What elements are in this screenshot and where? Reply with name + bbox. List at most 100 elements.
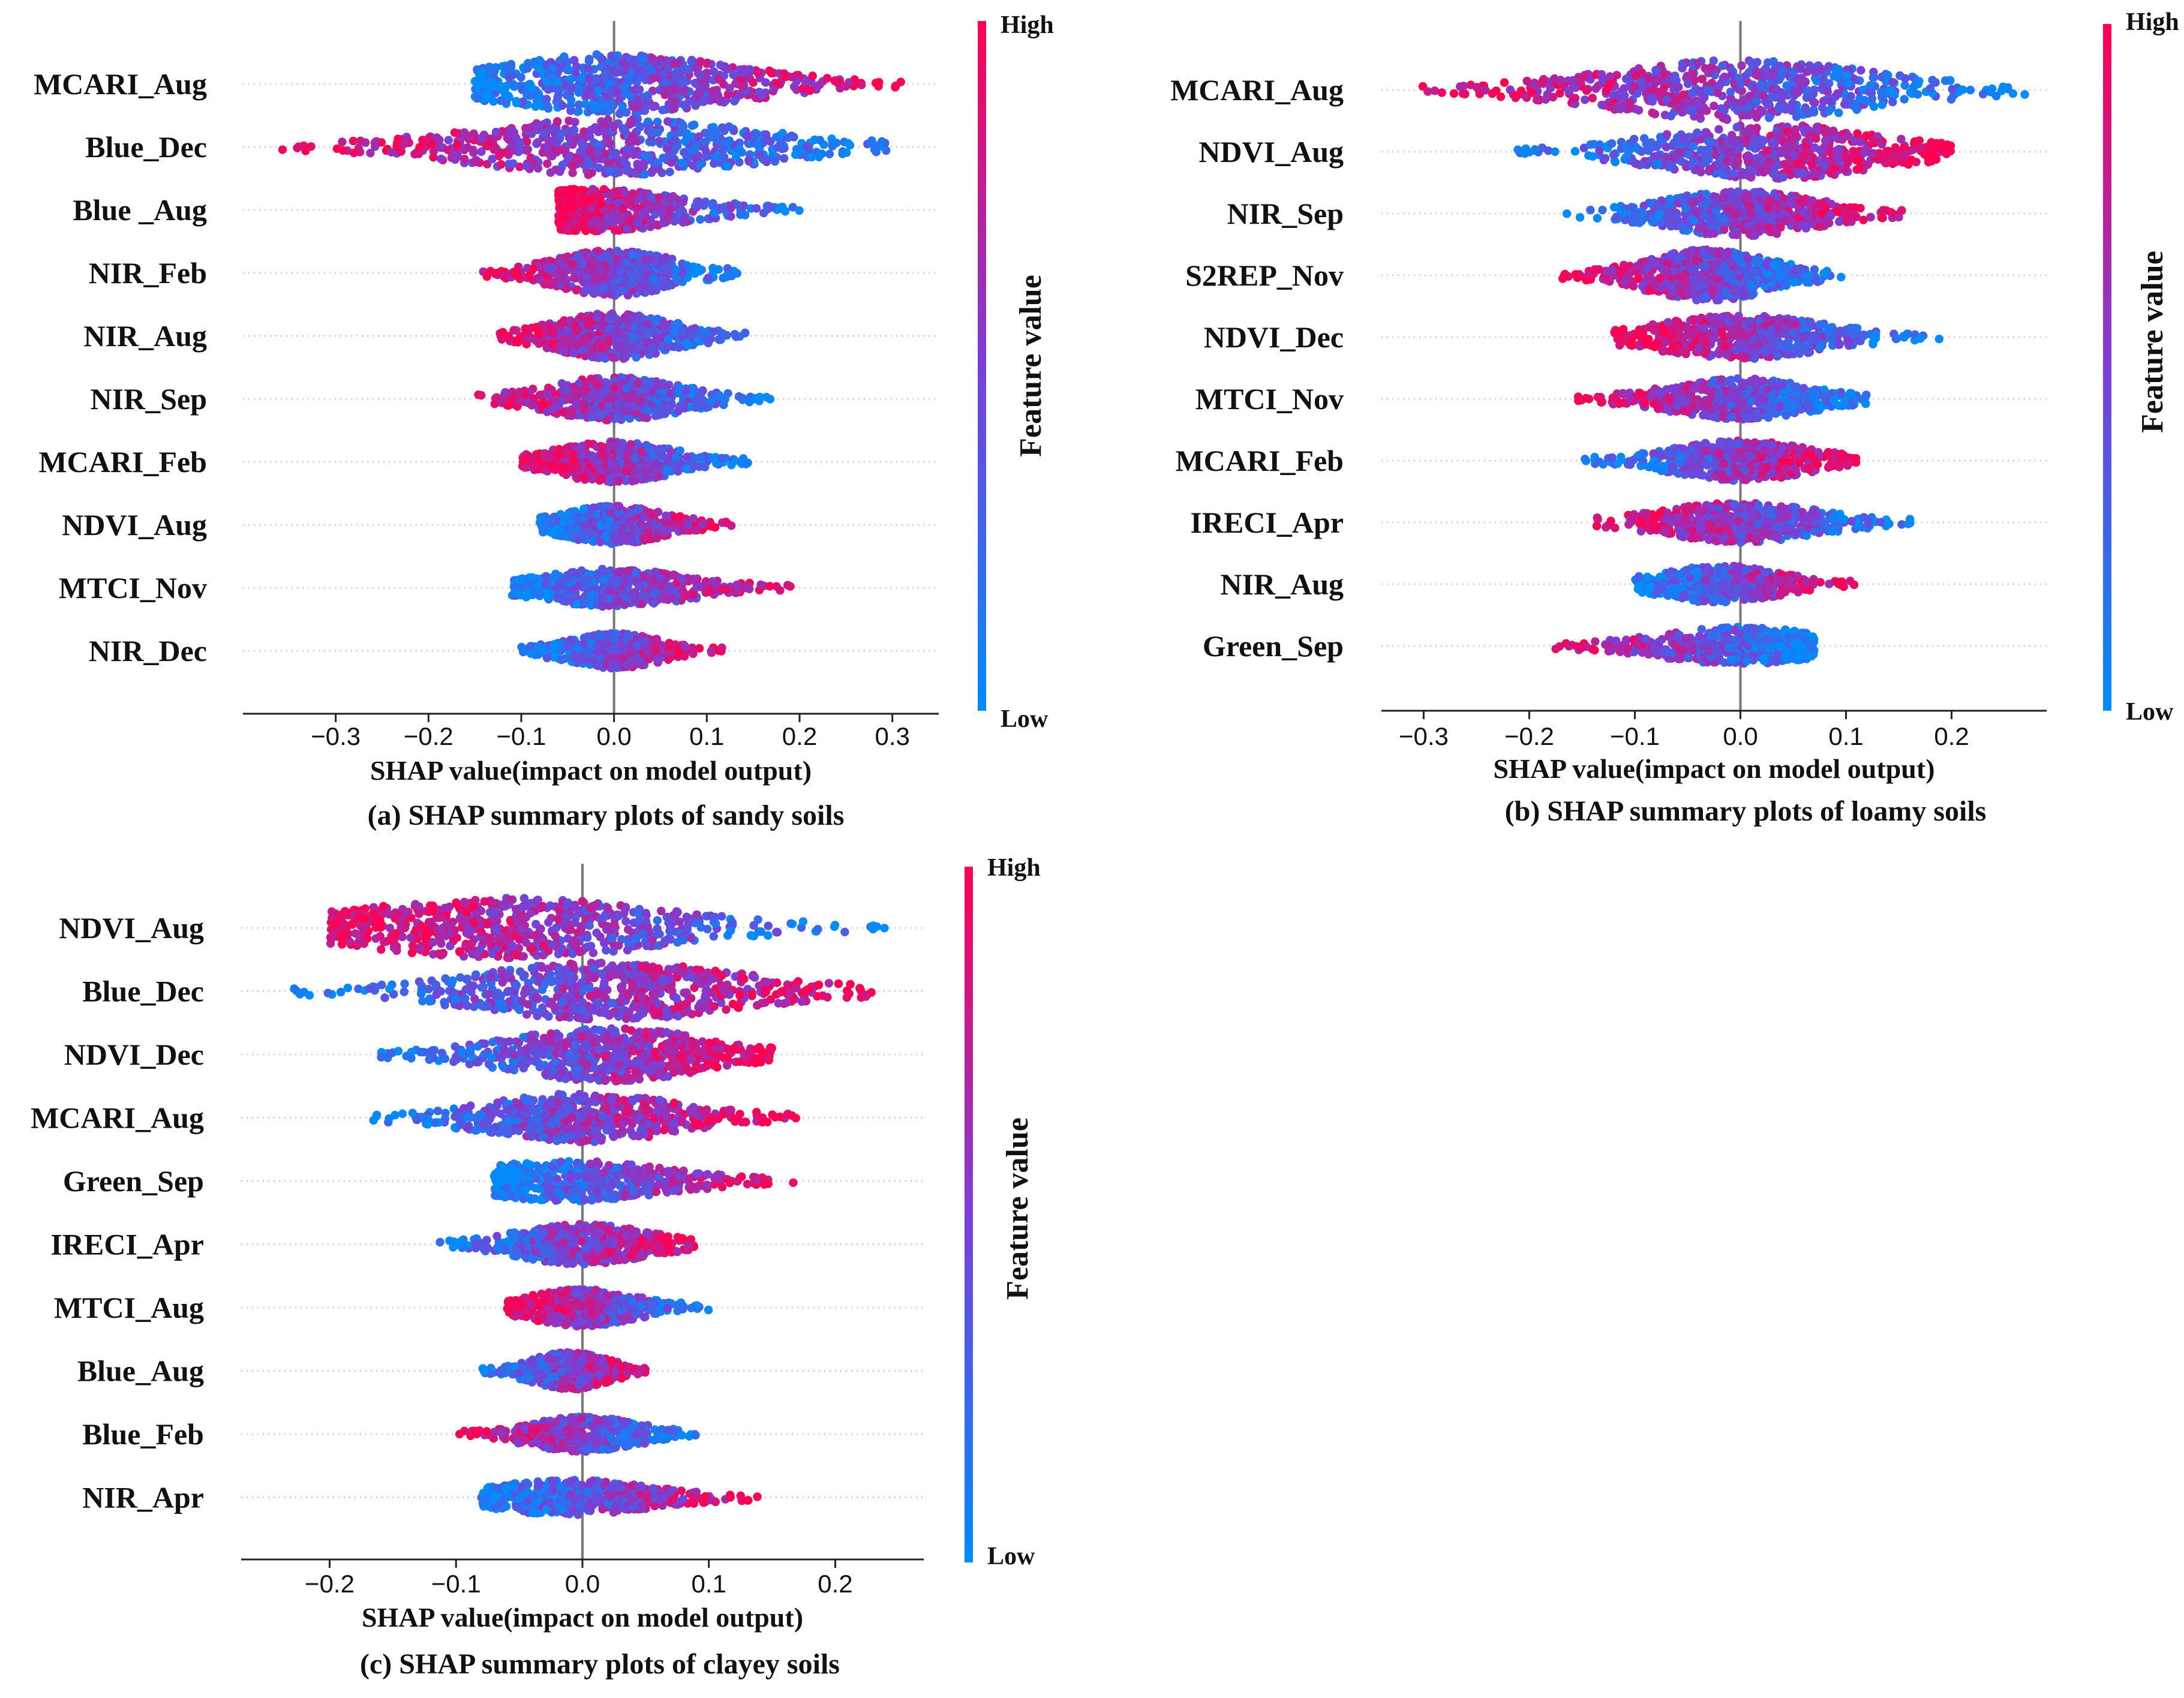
shap-point [555,167,564,176]
shap-point [599,185,609,194]
shap-point [636,324,645,333]
shap-point [546,168,555,177]
shap-point [547,519,556,528]
shap-point [415,143,424,152]
shap-point [843,139,853,148]
shap-point [629,402,638,411]
shap-point [613,51,622,60]
shap-point [425,133,434,142]
shap-point [568,140,577,149]
shap-point [645,508,654,517]
shap-point [607,459,616,468]
shap-point [366,149,375,158]
shap-point [450,151,460,160]
shap-point [695,329,704,338]
shap-point [596,537,605,546]
shap-point [587,194,596,203]
shap-point [516,73,525,82]
shap-point [667,158,676,167]
shap-point [579,504,588,513]
shap-point [621,108,631,117]
shap-point [689,514,698,523]
shap-point [659,218,668,227]
shap-point [387,148,396,157]
shap-point [501,387,510,397]
shap-point [641,256,650,265]
shap-point [752,130,762,139]
shap-point [491,63,500,72]
shap-point [515,163,524,172]
shap-point [544,453,554,462]
shap-point [589,104,598,113]
shap-point [598,442,607,452]
shap-point [614,501,624,511]
shap-point [572,62,581,71]
shap-point [568,169,577,178]
shap-point [798,84,807,93]
shap-point [594,154,604,163]
shap-point [710,523,720,532]
shap-point [584,170,593,179]
shap-point [642,471,651,480]
shap-point [482,272,491,281]
shap-point [509,80,518,89]
shap-point [593,380,602,390]
shap-point [535,56,544,65]
shap-point [647,344,656,353]
shap-point [695,267,704,276]
shap-point [562,91,572,100]
shap-point [718,123,727,132]
shap-point [620,158,629,167]
shap-point [617,523,627,532]
shap-point [663,335,672,344]
shap-point [509,326,518,335]
shap-point [418,136,427,145]
shap-point [585,132,594,141]
shap-point [749,78,758,87]
shap-point [741,328,750,338]
shap-point [429,147,438,156]
shap-point [806,86,815,95]
shap-point [614,318,623,327]
shap-point [630,454,639,464]
shap-point [842,82,851,91]
shap-point [656,403,665,412]
shap-point [779,141,788,151]
shap-point [518,97,527,106]
shap-point [774,80,783,89]
shap-point [822,74,832,83]
shap-point [674,343,684,352]
shap-point [598,389,607,398]
shap-point [581,226,590,235]
shap-point [653,201,662,210]
shap-point [278,145,287,154]
shap-point [624,138,633,147]
shap-point [720,273,729,282]
shap-point [513,335,522,345]
shap-point [752,393,761,402]
shap-point [772,133,781,142]
shap-point [435,136,444,145]
shap-point [621,127,630,136]
shap-point [779,154,789,163]
shap-point [753,140,762,149]
shap-point [695,462,704,471]
shap-point [515,145,524,154]
shap-point [579,398,588,407]
shap-point [715,391,724,400]
shap-point [371,142,380,151]
shap-point [671,453,680,462]
shap-point [878,137,887,146]
shap-point [766,137,775,146]
shap-point [619,186,628,195]
shap-point [663,404,672,413]
shap-point [677,206,687,215]
shap-point [657,208,666,217]
shap-point [561,189,570,199]
shap-point [522,161,531,170]
shap-point [745,65,754,74]
shap-point [567,464,577,473]
shap-point [614,477,623,486]
shap-point [646,215,655,224]
shap-point [636,519,645,529]
